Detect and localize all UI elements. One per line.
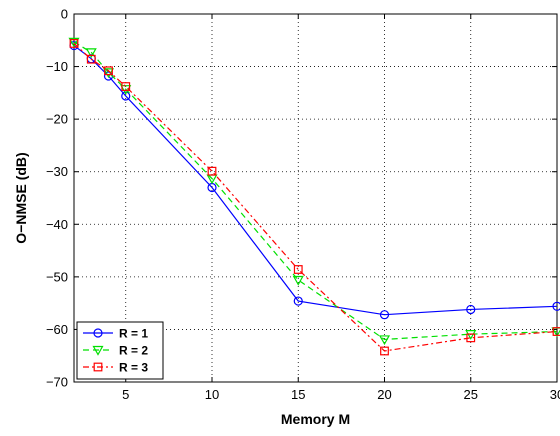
x-tick-label: 5 [122,387,129,402]
data-point [86,54,96,64]
data-point [121,82,131,91]
series-line [73,45,558,316]
series-line [73,41,558,341]
x-tick-label: 25 [464,387,478,402]
series-1 [69,40,560,320]
legend-box [76,321,164,380]
y-tick-label: −60 [46,322,68,337]
data-point [465,330,477,340]
data-point [68,37,80,48]
series-layer [68,37,560,356]
series-3 [69,39,560,356]
x-axis-label: Memory M [281,411,350,427]
data-point [379,310,390,320]
plot-area [73,13,558,383]
data-point [69,39,79,48]
y-tick-label: −20 [46,112,68,127]
data-point [380,346,389,356]
data-point [121,91,131,101]
legend: R = 1 R = 2 R = 3 [76,321,164,380]
data-point [92,345,104,356]
x-tick-label: 10 [205,387,219,402]
y-tick-label: −40 [46,217,68,232]
series-line [73,42,558,352]
data-point [466,333,476,343]
legend-label: R = 3 [119,361,148,375]
y-tick-label: −10 [46,59,68,74]
y-axis-label: O−NMSE (dB) [13,152,29,243]
data-point [552,301,560,311]
data-point [292,275,304,286]
y-tick-label: −70 [46,375,68,390]
data-point [104,66,113,76]
data-point [552,327,560,336]
x-tick-label: 30 [550,387,560,402]
data-point [378,335,391,346]
data-point [207,166,217,176]
y-tick-label: −50 [46,269,68,284]
data-point [293,265,303,274]
axis-ticks: 5 10 15 20 25 30 0 −10 −20 −30 −40 −50 −60 −70 [46,7,560,403]
data-point [93,362,103,372]
y-tick-label: 0 [61,7,68,22]
data-point [293,296,303,306]
data-point [85,48,97,59]
y-tick-label: −30 [46,164,68,179]
series-2 [68,37,560,346]
x-tick-label: 20 [377,387,391,402]
x-tick-label: 15 [291,387,305,402]
legend-label: R = 2 [119,344,148,358]
data-point [466,304,476,315]
data-point [120,85,132,95]
legend-label: R = 1 [119,327,148,341]
data-point [93,328,103,338]
